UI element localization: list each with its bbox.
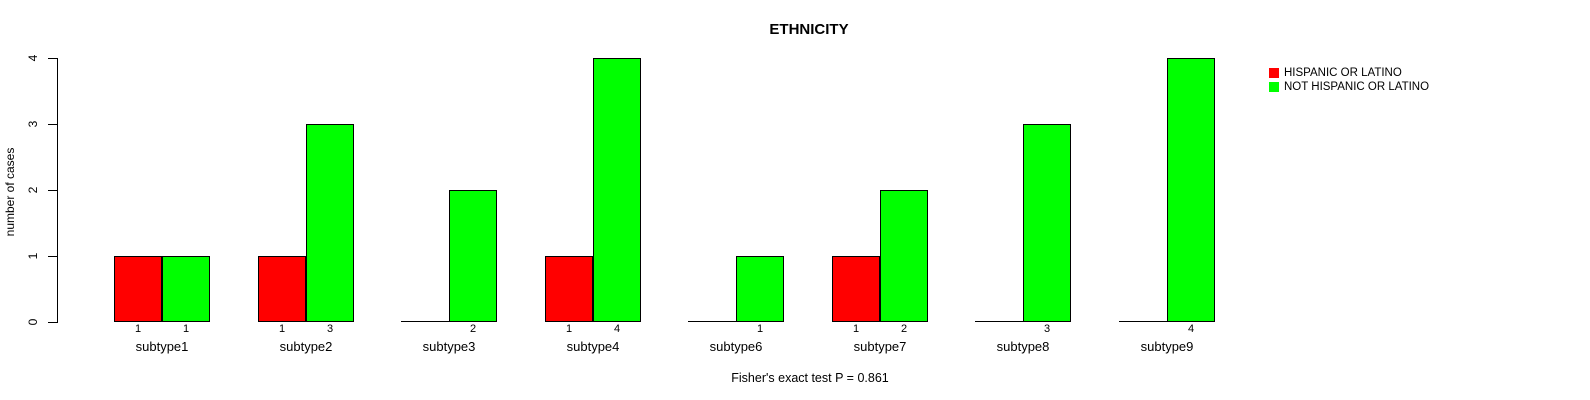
category-label-subtype6: subtype6 (709, 339, 763, 354)
legend-swatch-green-icon (1269, 81, 1279, 92)
bar-value-label: 1 (852, 323, 860, 335)
zero-bar-subtype8-hispanic (975, 321, 1023, 322)
bar-value-label: 4 (613, 323, 621, 335)
bar-value-label: 2 (900, 323, 908, 335)
legend-label-not-hispanic: NOT HISPANIC OR LATINO (1284, 80, 1430, 93)
y-tick-mark (48, 256, 57, 257)
bar-subtype4-not-hispanic (593, 58, 641, 322)
bar-value-label: 3 (1043, 323, 1051, 335)
bar-subtype6-not-hispanic (736, 256, 784, 322)
category-label-subtype9: subtype9 (1140, 339, 1194, 354)
bar-value-label: 1 (565, 323, 573, 335)
bar-subtype8-not-hispanic (1023, 124, 1071, 322)
chart-title: ETHNICITY (769, 21, 849, 38)
y-axis-label: number of cases (3, 147, 17, 237)
legend: HISPANIC OR LATINO NOT HISPANIC OR LATIN… (1269, 66, 1429, 94)
legend-label-hispanic: HISPANIC OR LATINO (1284, 66, 1402, 79)
y-tick-label: 2 (26, 186, 40, 194)
zero-bar-subtype6-hispanic (688, 321, 736, 322)
bar-value-label: 3 (326, 323, 334, 335)
bar-subtype2-not-hispanic (306, 124, 354, 322)
bar-subtype3-not-hispanic (449, 190, 497, 322)
category-label-subtype1: subtype1 (135, 339, 189, 354)
legend-swatch-red-icon (1269, 67, 1279, 78)
y-tick-mark (48, 58, 57, 59)
legend-item-not-hispanic: NOT HISPANIC OR LATINO (1269, 80, 1429, 93)
bar-value-label: 1 (182, 323, 190, 335)
bar-subtype9-not-hispanic (1167, 58, 1215, 322)
category-label-subtype7: subtype7 (853, 339, 907, 354)
bar-subtype7-hispanic (832, 256, 880, 322)
bar-value-label: 1 (278, 323, 286, 335)
zero-bar-subtype9-hispanic (1119, 321, 1167, 322)
y-tick-label: 1 (26, 252, 40, 260)
y-tick-mark (48, 124, 57, 125)
y-tick-mark (48, 322, 57, 323)
bar-value-label: 2 (469, 323, 477, 335)
zero-bar-subtype3-hispanic (401, 321, 449, 322)
y-tick-label: 0 (26, 318, 40, 326)
category-label-subtype4: subtype4 (566, 339, 620, 354)
bar-subtype1-not-hispanic (162, 256, 210, 322)
bar-value-label: 1 (134, 323, 142, 335)
fisher-test-caption: Fisher's exact test P = 0.861 (731, 371, 889, 385)
y-axis-line (57, 58, 58, 323)
category-label-subtype8: subtype8 (996, 339, 1050, 354)
bar-subtype7-not-hispanic (880, 190, 928, 322)
category-label-subtype2: subtype2 (279, 339, 333, 354)
bar-value-label: 1 (756, 323, 764, 335)
category-label-subtype3: subtype3 (422, 339, 476, 354)
legend-item-hispanic: HISPANIC OR LATINO (1269, 66, 1429, 79)
y-tick-mark (48, 190, 57, 191)
bar-value-label: 4 (1187, 323, 1195, 335)
bar-subtype2-hispanic (258, 256, 306, 322)
bar-subtype4-hispanic (545, 256, 593, 322)
bar-subtype1-hispanic (114, 256, 162, 322)
y-tick-label: 4 (26, 54, 40, 62)
y-tick-label: 3 (26, 120, 40, 128)
